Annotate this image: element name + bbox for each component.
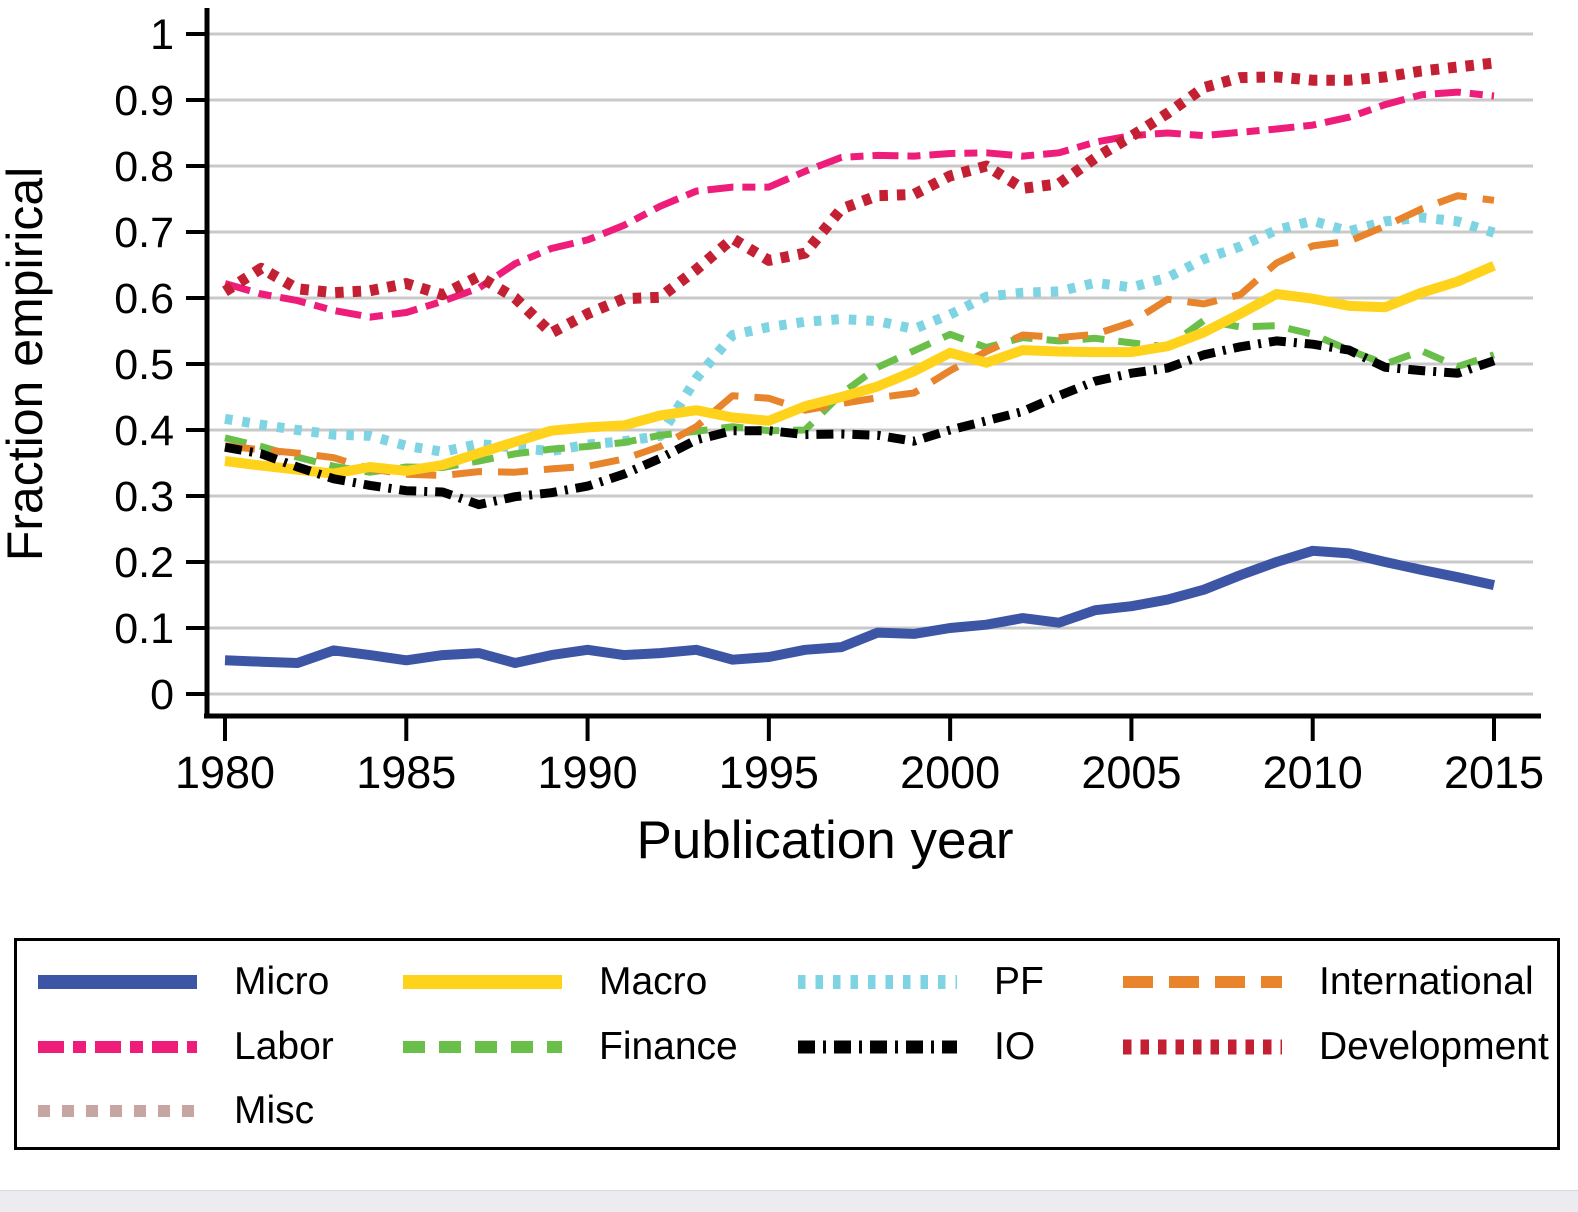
x-tick-label: 1990: [538, 747, 638, 798]
y-tick-label: 0.8: [114, 143, 174, 191]
legend-item-misc: Misc: [35, 1089, 315, 1132]
series-line-finance: [224, 316, 1496, 476]
legend-label: Macro: [599, 960, 708, 1003]
legend-item-macro: Macro: [400, 960, 708, 1003]
legend-swatch-line: [1123, 976, 1282, 988]
y-tick-label: 0.2: [114, 539, 174, 587]
x-tick-label: 1995: [719, 747, 819, 798]
y-tick-label: 0.5: [114, 341, 174, 389]
legend-item-pf: PF: [795, 960, 1044, 1003]
legend-label: IO: [994, 1025, 1036, 1068]
gridlines: [207, 32, 1533, 696]
x-axis-title: Publication year: [636, 811, 1013, 870]
series-line-macro: [224, 261, 1496, 479]
legend-label: Finance: [599, 1025, 738, 1068]
legend-swatch-line: [403, 1041, 562, 1053]
series-line-international: [224, 192, 1495, 479]
y-tick-label: 1: [150, 11, 174, 59]
legend-label: PF: [994, 960, 1044, 1003]
legend-item-international: International: [1120, 960, 1534, 1003]
x-tick-label: 2010: [1263, 747, 1363, 798]
y-tick-label: 0.1: [114, 605, 174, 653]
legend-label: Labor: [234, 1025, 334, 1068]
x-tick-label: 1985: [356, 747, 456, 798]
series-line-io: [224, 336, 1496, 510]
x-tick-label: 1980: [175, 747, 275, 798]
legend-swatch-line: [1123, 1039, 1282, 1055]
x-tick-label: 2000: [900, 747, 1000, 798]
y-tick-label: 0.6: [114, 275, 174, 323]
y-tick-label: 0.7: [114, 209, 174, 257]
x-tick-label: 2005: [1081, 747, 1181, 798]
legend-swatch-line: [798, 975, 957, 989]
series-line-micro: [224, 545, 1496, 668]
legend-swatch-line: [38, 1105, 197, 1117]
legend-item-development: Development: [1120, 1025, 1549, 1068]
y-tick-label: 0.4: [114, 407, 174, 455]
legend-label: International: [1319, 960, 1534, 1003]
legend-swatch-line: [403, 975, 562, 989]
axes: [186, 8, 1541, 741]
horizontal-scrollbar-track[interactable]: [0, 1190, 1578, 1212]
y-axis-title: Fraction empirical: [0, 167, 53, 562]
y-tick-label: 0.3: [114, 473, 174, 521]
legend-label: Micro: [234, 960, 330, 1003]
legend-swatch-line: [38, 975, 197, 989]
legend-item-micro: Micro: [35, 960, 330, 1003]
legend-swatch-line: [38, 1041, 197, 1053]
legend-swatch-line: [798, 1040, 957, 1054]
series-line-pf: [224, 212, 1496, 457]
legend-item-io: IO: [795, 1025, 1036, 1068]
legend-item-finance: Finance: [400, 1025, 738, 1068]
x-tick-label: 2015: [1444, 747, 1544, 798]
y-tick-label: 0.9: [114, 77, 174, 125]
chart-legend: Micro Macro PF International Labor: [14, 938, 1560, 1150]
legend-label: Development: [1319, 1025, 1549, 1068]
series-lines: [222, 57, 1496, 668]
legend-item-labor: Labor: [35, 1025, 334, 1068]
legend-label: Misc: [234, 1089, 315, 1132]
y-tick-label: 0: [150, 671, 174, 719]
series-line-labor: [224, 88, 1495, 321]
